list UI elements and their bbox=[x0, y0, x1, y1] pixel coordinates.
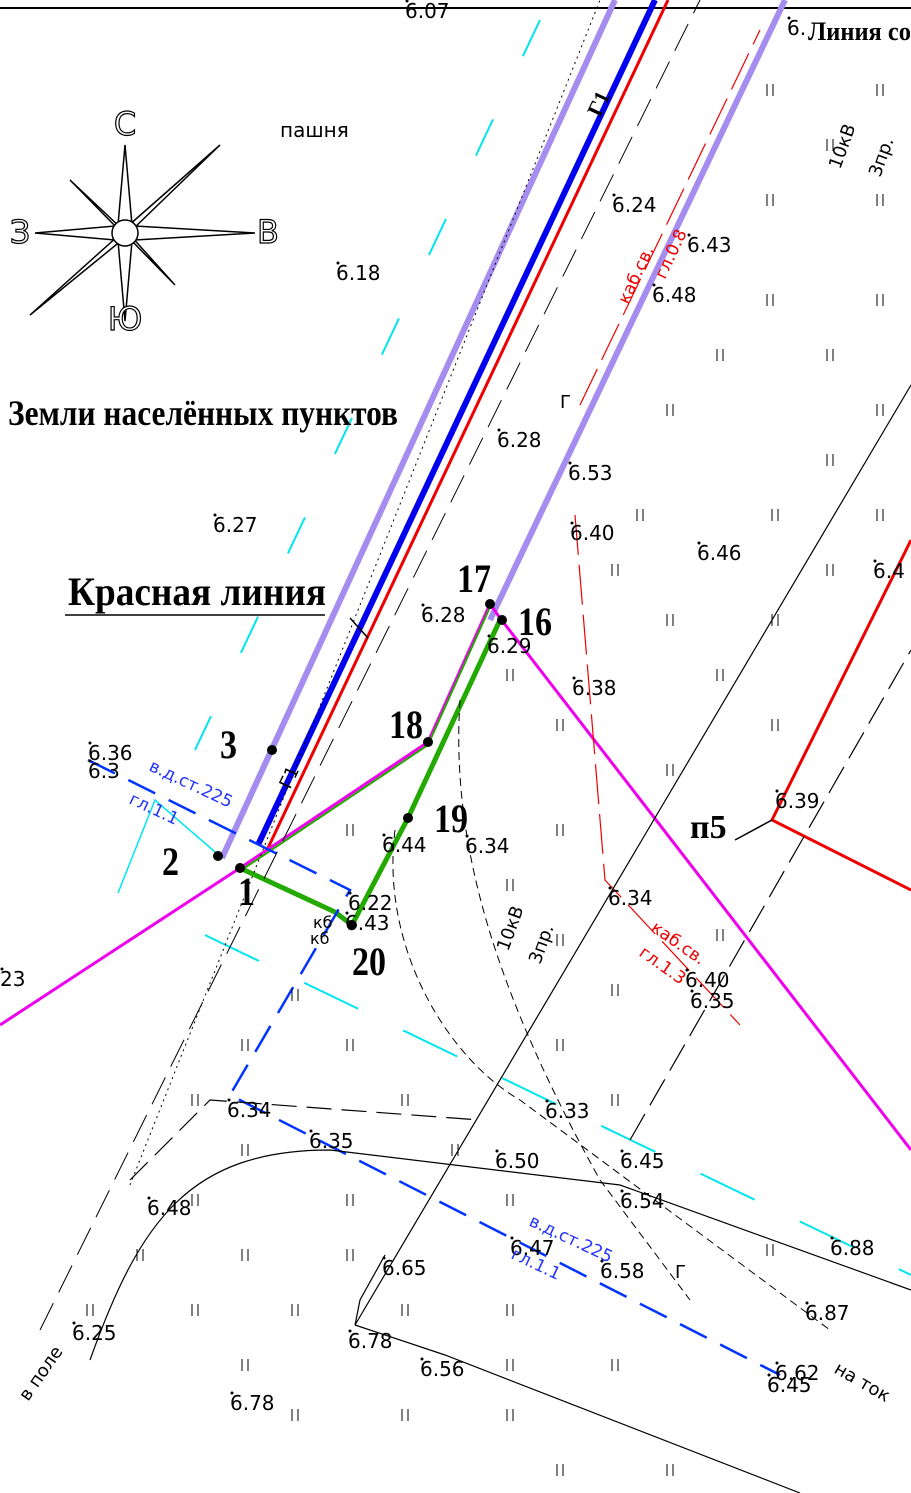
point-label: 18 bbox=[389, 702, 423, 747]
elevation: 6.39 bbox=[775, 789, 820, 813]
area-label: Земли населённых пунктов bbox=[8, 393, 398, 433]
elevation: 6.34 bbox=[608, 886, 653, 910]
point-label: 20 bbox=[352, 939, 386, 984]
elevation: 6.53 bbox=[568, 461, 613, 485]
elevation: 23 bbox=[0, 967, 25, 991]
elevation: 6.65 bbox=[382, 1256, 427, 1280]
elevation: 6.45 bbox=[767, 1373, 812, 1397]
elevation: 6.18 bbox=[336, 261, 381, 285]
elevation: 6.28 bbox=[421, 603, 466, 627]
elevation: 6.48 bbox=[147, 1196, 192, 1220]
elevation: 6.46 bbox=[697, 541, 742, 565]
elevation: 6.29 bbox=[487, 634, 532, 658]
elevation: 6.48 bbox=[652, 283, 697, 307]
annotation: Г bbox=[560, 392, 571, 413]
elevation: 6.25 bbox=[72, 1321, 117, 1345]
area-label: Красная линия bbox=[68, 569, 326, 614]
survey-map: С З В Ю Земли населённых пунктов Красная лини… bbox=[0, 0, 911, 1493]
point-label: 3 bbox=[220, 722, 237, 767]
area-label: пашня bbox=[280, 118, 349, 142]
elevation: 6.34 bbox=[227, 1098, 272, 1122]
elevation: 6.24 bbox=[612, 193, 657, 217]
elevation: 6.4 bbox=[873, 559, 905, 583]
compass-letter: С bbox=[114, 105, 136, 143]
compass-letter: Ю bbox=[108, 300, 143, 338]
annotation: кб bbox=[310, 929, 330, 948]
elevation: 6.56 bbox=[420, 1357, 465, 1381]
compass-letter: В bbox=[257, 213, 279, 251]
survey-point bbox=[403, 813, 413, 823]
point-label: 19 bbox=[434, 796, 468, 841]
elevation: 6.50 bbox=[495, 1149, 540, 1173]
survey-point bbox=[497, 615, 507, 625]
survey-point bbox=[213, 851, 223, 861]
elevation: 6.3 bbox=[88, 759, 120, 783]
area-label: Линия со bbox=[808, 17, 911, 46]
elevation: 6.78 bbox=[348, 1329, 393, 1353]
survey-point bbox=[267, 745, 277, 755]
survey-point bbox=[423, 737, 433, 747]
elevation: 6.35 bbox=[309, 1129, 354, 1153]
elevation: 6.43 bbox=[345, 911, 390, 935]
elevation: 6.44 bbox=[382, 833, 427, 857]
elevation: 6.38 bbox=[572, 676, 617, 700]
elevation: 6. bbox=[787, 16, 806, 40]
point-label: 1 bbox=[238, 869, 255, 914]
elevation: 6.40 bbox=[570, 521, 615, 545]
annotation: Г bbox=[675, 1262, 686, 1283]
point-label: 17 bbox=[457, 556, 491, 601]
elevation: 6.35 bbox=[690, 989, 735, 1013]
elevation: 6.88 bbox=[830, 1236, 875, 1260]
elevation: 6.27 bbox=[213, 513, 258, 537]
elevation: 6.34 bbox=[465, 834, 510, 858]
annotation: п5 bbox=[690, 809, 727, 846]
elevation: 6.45 bbox=[620, 1149, 665, 1173]
elevation: 6.33 bbox=[545, 1099, 590, 1123]
elevation: 6.87 bbox=[805, 1301, 850, 1325]
elevation: 6.07 bbox=[405, 0, 450, 23]
elevation: 6.54 bbox=[620, 1189, 665, 1213]
point-label: 2 bbox=[162, 839, 179, 884]
compass-letter: З bbox=[10, 213, 31, 251]
elevation: 6.43 bbox=[687, 233, 732, 257]
elevation: 6.28 bbox=[497, 428, 542, 452]
elevation: 6.78 bbox=[230, 1391, 275, 1415]
